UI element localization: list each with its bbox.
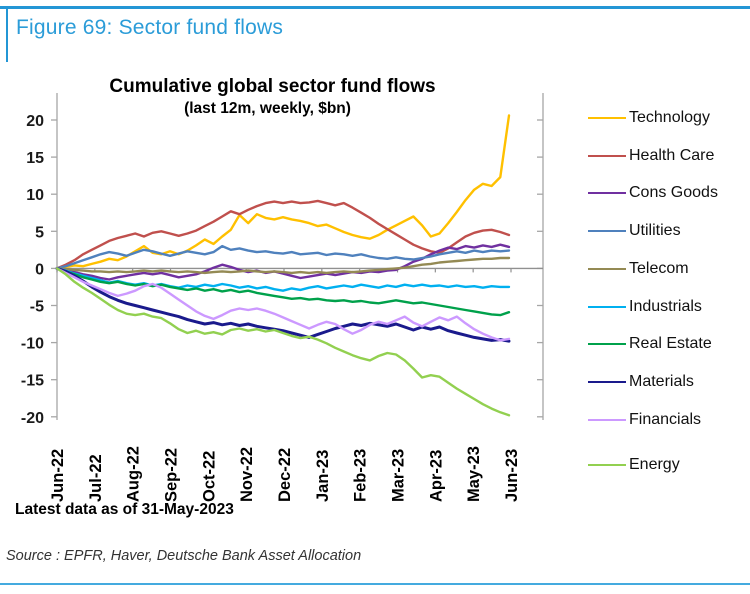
y-tick-label-left: 5 — [35, 224, 44, 241]
legend-label: Cons Goods — [629, 184, 718, 202]
legend-swatch-technology — [588, 117, 626, 119]
y-tick-label-left: -5 — [30, 299, 44, 316]
x-tick-label: Feb-23 — [352, 449, 370, 502]
legend-swatch-telecom — [588, 267, 626, 270]
x-tick-label: Jul-22 — [87, 454, 105, 502]
x-tick-label: Oct-22 — [200, 451, 218, 502]
legend-swatch-energy — [588, 464, 626, 467]
latest-data-note: Latest data as of 31-May-2023 — [15, 501, 234, 518]
legend-label: Technology — [629, 109, 710, 126]
series-line-materials — [55, 266, 511, 343]
bottom-rule — [0, 583, 750, 585]
legend-item-health-care: Health Care — [588, 143, 714, 169]
series-line-technology — [55, 114, 511, 270]
legend-item-cons-goods: Cons Goods — [588, 180, 718, 206]
y-tick-label-left: 20 — [26, 113, 44, 130]
left-rule — [6, 6, 8, 62]
y-tick-label-left: 0 — [35, 261, 44, 278]
chart-legend: Technology Health Care Cons Goods Utilities… — [588, 0, 748, 510]
legend-label: Health Care — [629, 146, 715, 164]
legend-item-financials: Financials — [588, 407, 701, 433]
x-tick-label: Dec-22 — [276, 448, 294, 502]
legend-item-utilities: Utilities — [588, 218, 681, 244]
x-tick-label: Mar-23 — [390, 449, 408, 502]
y-tick-label-left: -20 — [21, 410, 44, 427]
legend-swatch-industrials — [588, 305, 626, 308]
legend-item-materials: Materials — [588, 369, 694, 395]
legend-item-real-estate: Real Estate — [588, 331, 712, 357]
x-tick-label: Aug-22 — [125, 446, 143, 502]
legend-item-industrials: Industrials — [588, 294, 702, 320]
legend-label: Telecom — [629, 259, 689, 277]
legend-item-telecom: Telecom — [588, 256, 689, 282]
legend-label: Industrials — [629, 297, 702, 315]
y-tick-label-left: -15 — [21, 373, 44, 390]
source-note: Source : EPFR, Haver, Deutsche Bank Asse… — [6, 548, 362, 564]
legend-item-technology: Technology — [588, 105, 710, 131]
y-tick-label-left: -10 — [21, 336, 44, 353]
series-line-telecom — [55, 256, 511, 275]
series-line-energy — [55, 267, 511, 417]
x-tick-label: May-23 — [465, 446, 483, 502]
y-tick-label-left: 10 — [26, 187, 44, 204]
series-line-cons-goods — [55, 243, 511, 281]
chart-title: Cumulative global sector fund flows — [109, 76, 436, 97]
x-tick-label: Nov-22 — [238, 447, 256, 502]
legend-swatch-materials — [588, 380, 626, 383]
x-tick-label: Sep-22 — [163, 448, 181, 502]
x-tick-label: Jan-23 — [314, 450, 332, 502]
top-rule — [0, 6, 750, 9]
legend-label: Utilities — [629, 222, 681, 240]
series-line-real-estate — [55, 267, 511, 317]
x-tick-label: Jun-23 — [503, 449, 521, 502]
legend-swatch-financials — [588, 418, 626, 421]
x-tick-label: Jun-22 — [49, 449, 67, 502]
legend-swatch-cons-goods — [588, 192, 626, 195]
legend-label: Energy — [629, 456, 680, 474]
legend-item-energy: Energy — [588, 452, 680, 478]
legend-swatch-real-estate — [588, 343, 626, 346]
x-tick-label: Apr-23 — [427, 450, 445, 502]
legend-swatch-health-care — [588, 154, 626, 157]
legend-label: Materials — [629, 372, 694, 390]
legend-label: Financials — [629, 410, 702, 428]
figure-title: Figure 69: Sector fund flows — [16, 16, 284, 39]
y-tick-label-left: 15 — [26, 150, 44, 167]
chart-plot-area: 2020151510105500-5-5-10-10-15-15-20-20Ju… — [21, 93, 544, 502]
legend-label: Real Estate — [629, 335, 712, 353]
legend-swatch-utilities — [588, 230, 626, 233]
series-line-utilities — [55, 244, 511, 270]
chart-subtitle: (last 12m, weekly, $bn) — [184, 100, 351, 117]
series-line-financials — [55, 267, 511, 342]
